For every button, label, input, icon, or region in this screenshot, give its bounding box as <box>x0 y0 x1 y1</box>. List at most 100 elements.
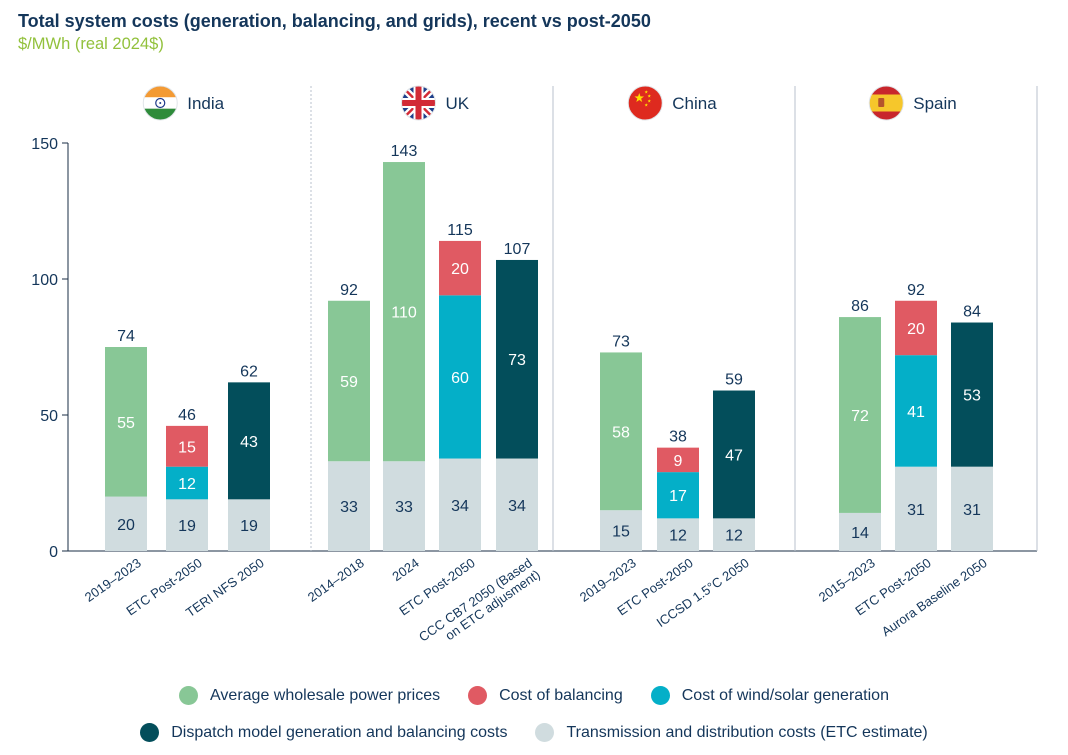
bar-segment-transmission <box>496 458 538 551</box>
legend-label: Average wholesale power prices <box>210 686 441 704</box>
country-label-spain: Spain <box>913 94 956 113</box>
country-label-uk: UK <box>446 94 470 113</box>
segment-value-label: 73 <box>508 352 526 369</box>
bar-segment-wholesale <box>105 347 147 497</box>
segment-value-label: 14 <box>851 525 869 542</box>
bar-segment-transmission <box>657 518 699 551</box>
legend-label: Cost of balancing <box>499 686 623 704</box>
bar-segment-transmission <box>439 458 481 551</box>
segment-value-label: 53 <box>963 388 981 405</box>
y-tick-label: 50 <box>40 408 58 425</box>
bar-segment-transmission <box>166 499 208 551</box>
segment-value-label: 33 <box>395 499 413 516</box>
bar-total-label: 62 <box>240 363 258 380</box>
segment-value-label: 33 <box>340 499 358 516</box>
bar-total-label: 38 <box>669 429 687 446</box>
segment-value-label: 15 <box>178 439 196 456</box>
segment-value-label: 20 <box>117 517 135 534</box>
legend-item-dispatch: Dispatch model generation and balancing … <box>140 723 507 742</box>
segment-value-label: 9 <box>674 453 683 470</box>
segment-value-label: 17 <box>669 488 687 505</box>
bar-total-label: 59 <box>725 372 743 389</box>
segment-value-label: 12 <box>178 476 196 493</box>
legend-label: Transmission and distribution costs (ETC… <box>566 723 928 741</box>
spain-flag-icon <box>868 85 904 121</box>
bar-segment-transmission <box>839 512 881 551</box>
bar-total-label: 74 <box>117 328 135 345</box>
bar-total-label: 84 <box>963 304 981 321</box>
segment-value-label: 19 <box>178 518 196 535</box>
legend-item-balancing: Cost of balancing <box>468 686 623 705</box>
bar-segment-dispatch <box>228 382 270 500</box>
segment-value-label: 58 <box>612 424 630 441</box>
legend-label: Cost of wind/solar generation <box>681 686 889 704</box>
legend-swatch-balancing <box>468 686 488 705</box>
bar-segment-wholesale <box>328 300 370 462</box>
chart-subtitle: $/MWh (real 2024$) <box>18 35 164 53</box>
segment-value-label: 110 <box>391 305 417 322</box>
legend-label: Dispatch model generation and balancing … <box>171 723 508 741</box>
bar-total-label: 143 <box>391 143 418 160</box>
chart-title: Total system costs (generation, balancin… <box>18 11 651 31</box>
country-label-china: China <box>672 94 717 113</box>
legend-item-wholesale: Average wholesale power prices <box>179 686 440 705</box>
segment-value-label: 19 <box>240 518 258 535</box>
segment-value-label: 31 <box>907 502 925 519</box>
stacked-bar-chart: 050100150India2055742019–202319121546ETC… <box>31 85 1038 656</box>
bar-total-label: 73 <box>612 333 630 350</box>
segment-value-label: 41 <box>907 404 925 421</box>
legend-item-generation: Cost of wind/solar generation <box>650 686 889 705</box>
segment-value-label: 20 <box>907 321 925 338</box>
legend-row-2: Dispatch model generation and balancing … <box>0 723 1068 742</box>
bar-segment-balancing <box>166 425 208 467</box>
bar-total-label: 107 <box>504 241 531 258</box>
bar-segment-generation <box>166 466 208 500</box>
segment-value-label: 60 <box>451 370 469 387</box>
bar-segment-dispatch <box>713 390 755 519</box>
bar-total-label: 115 <box>447 222 473 239</box>
x-tick-label: CCC CB7 2050 (Basedon ETC adjusment) <box>416 555 543 656</box>
bar-segment-transmission <box>383 461 425 551</box>
segment-value-label: 12 <box>725 528 743 545</box>
y-tick-label: 0 <box>49 544 58 561</box>
segment-value-label: 47 <box>725 447 743 464</box>
bar-segment-balancing <box>657 447 699 473</box>
segment-value-label: 31 <box>963 502 981 519</box>
segment-value-label: 12 <box>669 528 687 545</box>
segment-value-label: 59 <box>340 374 358 391</box>
legend-swatch-dispatch <box>140 723 160 742</box>
bar-segment-generation <box>657 472 699 519</box>
y-tick-label: 150 <box>31 136 58 153</box>
china-flag-icon <box>627 85 663 121</box>
x-tick-label: 2014–2018 <box>305 555 367 605</box>
bar-segment-transmission <box>600 510 642 551</box>
bar-segment-transmission <box>328 461 370 551</box>
bar-segment-dispatch <box>951 322 993 467</box>
bar-segment-wholesale <box>383 162 425 462</box>
bar-segment-transmission <box>228 499 270 551</box>
india-flag-icon <box>142 85 178 121</box>
country-label-india: India <box>187 94 224 113</box>
segment-value-label: 43 <box>240 434 258 451</box>
bar-segment-generation <box>895 355 937 467</box>
legend-swatch-transmission <box>535 723 555 742</box>
segment-value-label: 15 <box>612 524 630 541</box>
bar-segment-wholesale <box>600 352 642 511</box>
bar-segment-transmission <box>895 466 937 551</box>
segment-value-label: 20 <box>451 261 469 278</box>
bar-total-label: 92 <box>907 282 925 299</box>
bar-segment-wholesale <box>839 317 881 513</box>
x-tick-label: ICCSD 1.5°C 2050 <box>654 555 752 630</box>
bar-segment-balancing <box>895 300 937 356</box>
y-tick-label: 100 <box>31 272 58 289</box>
x-tick-label: 2024 <box>389 555 421 584</box>
segment-value-label: 72 <box>851 408 869 425</box>
legend-row-1: Average wholesale power prices Cost of ba… <box>0 686 1068 705</box>
x-tick-label: Aurora Baseline 2050 <box>879 555 990 639</box>
legend-swatch-wholesale <box>179 686 199 705</box>
bar-segment-dispatch <box>496 259 538 459</box>
bar-segment-transmission <box>951 466 993 551</box>
legend-item-transmission: Transmission and distribution costs (ETC… <box>535 723 928 742</box>
bar-segment-transmission <box>105 496 147 551</box>
bar-total-label: 92 <box>340 282 358 299</box>
